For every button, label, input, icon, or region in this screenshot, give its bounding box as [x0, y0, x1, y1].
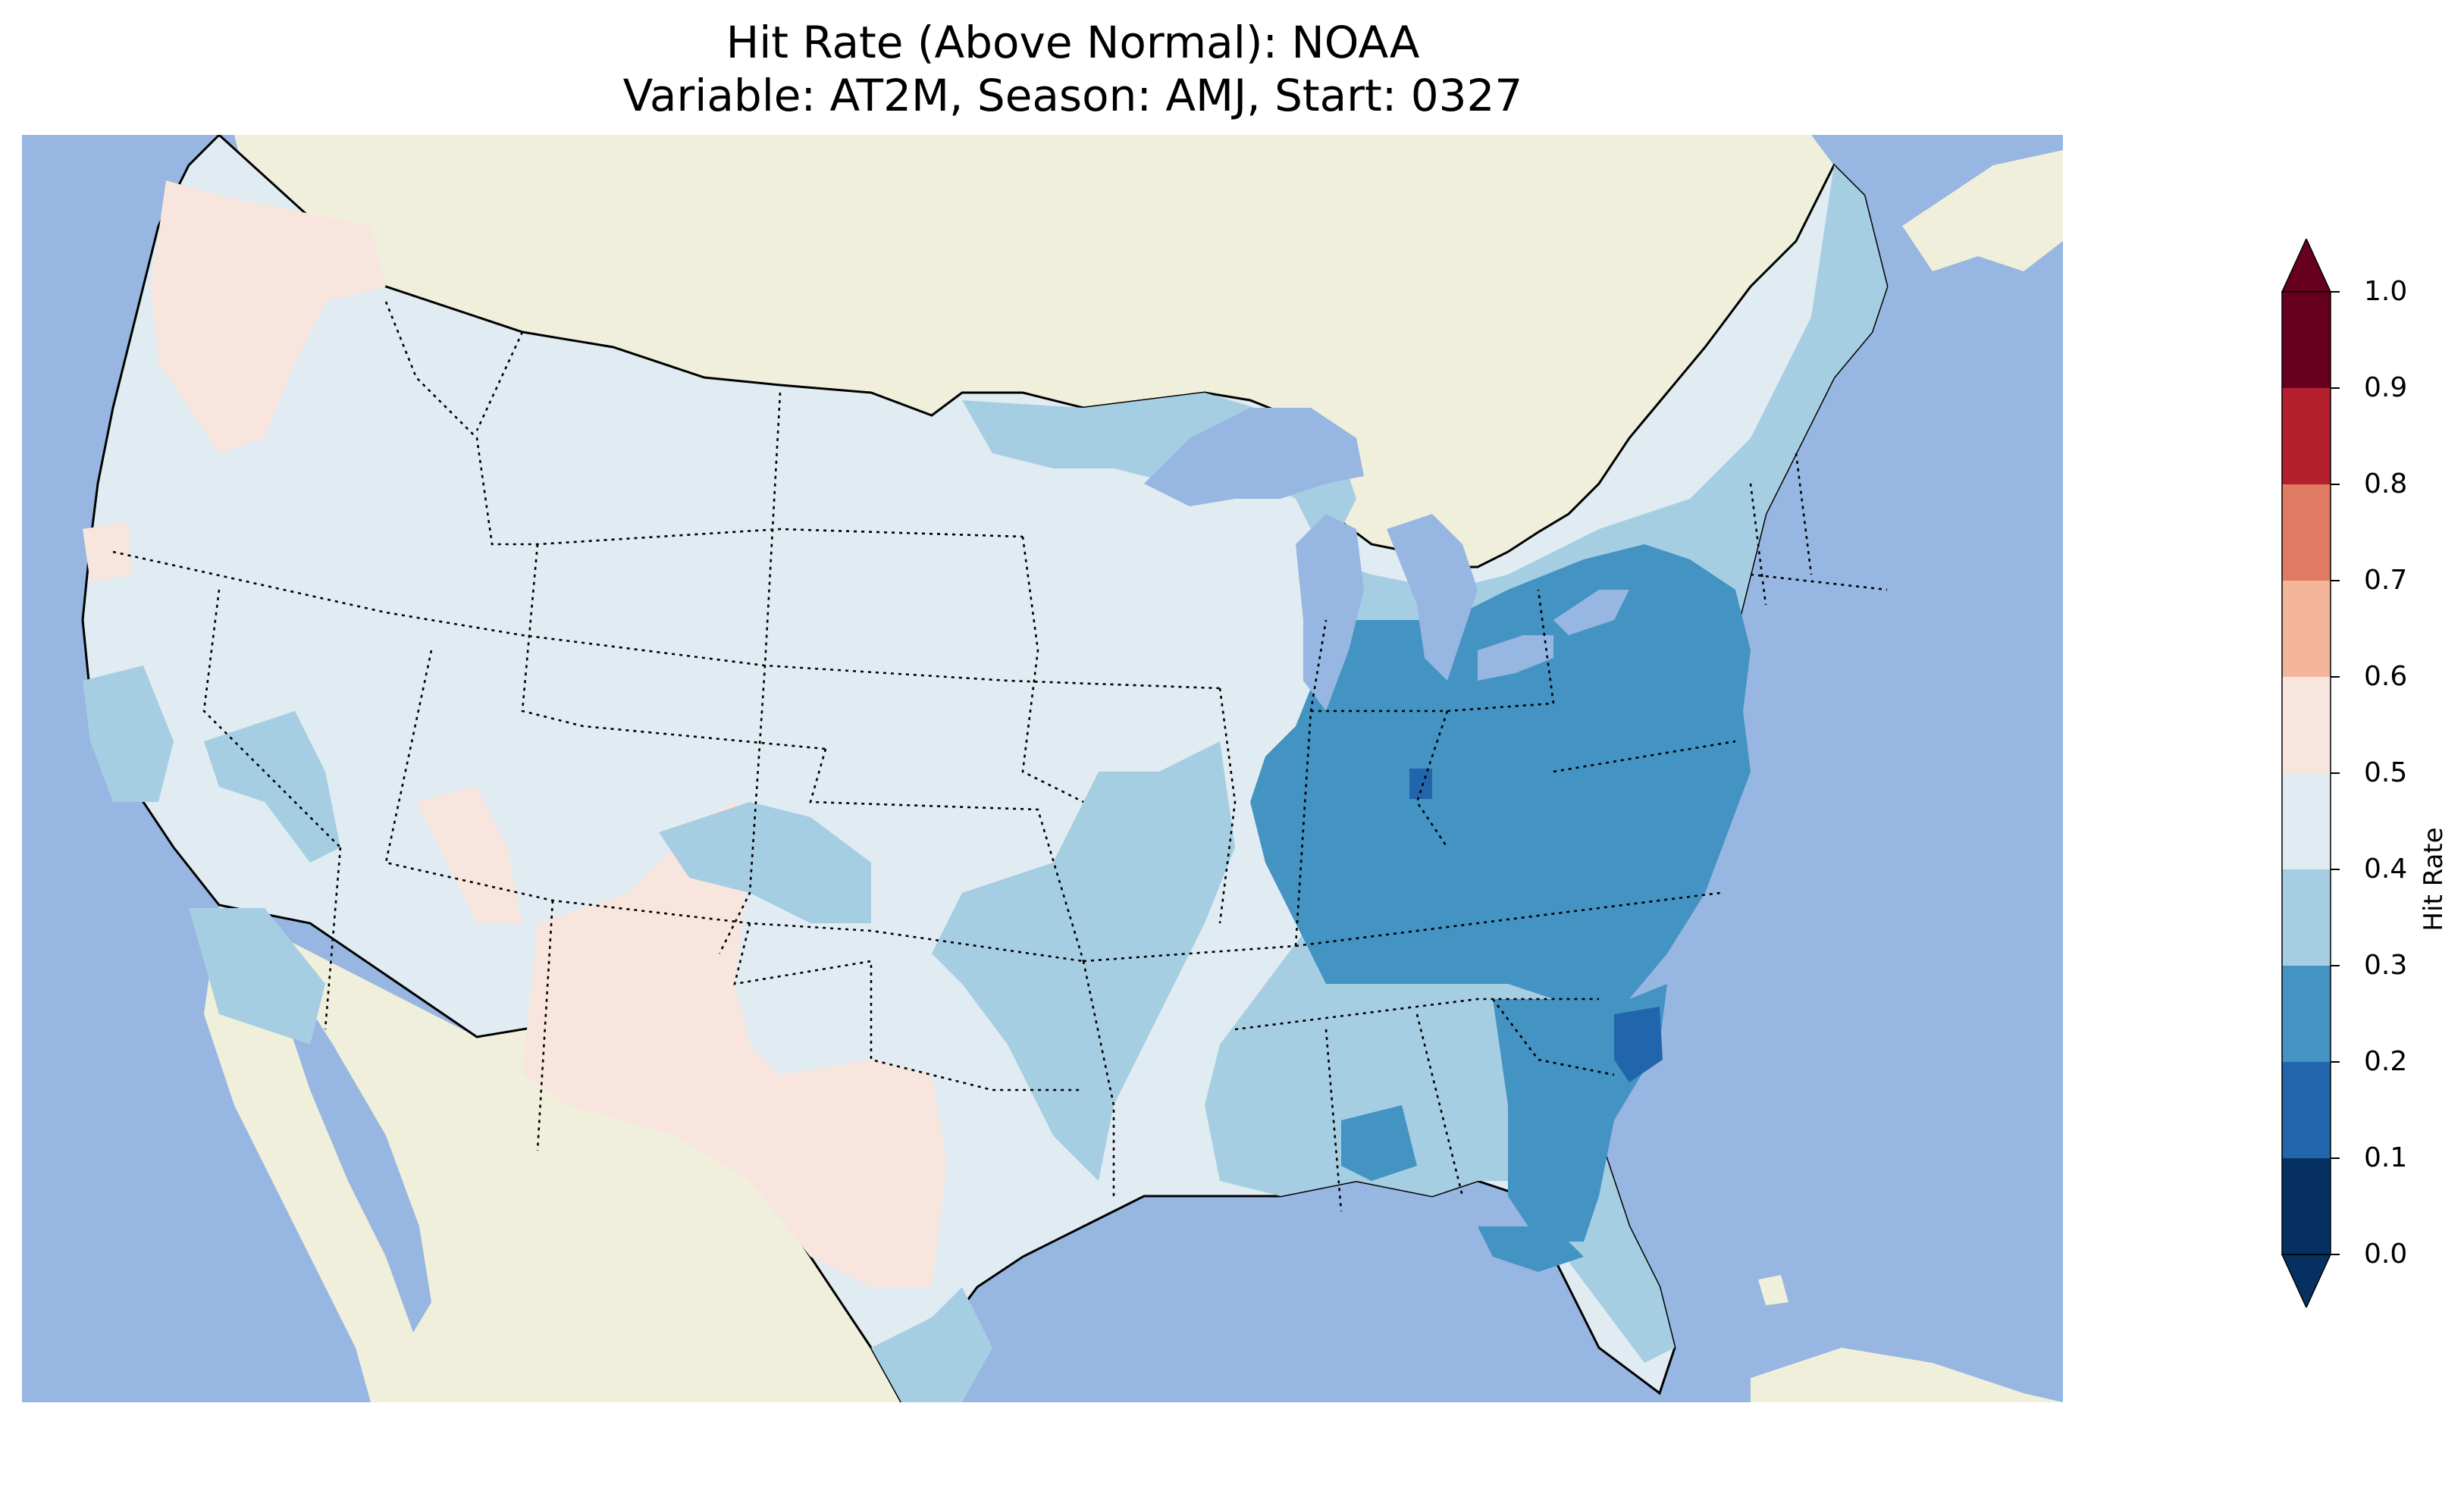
colorbar-tick-label: 0.2: [2364, 1046, 2408, 1077]
region-ohio-valley: [1250, 544, 1751, 999]
colorbar-tick-label: 0.7: [2364, 565, 2408, 596]
colorbar-bin: [2282, 292, 2331, 388]
colorbar-bin: [2282, 1062, 2331, 1158]
region-pnw: [151, 180, 386, 453]
region-indiana-pixel: [1409, 769, 1432, 799]
colorbar-label: Hit Rate: [2419, 827, 2449, 932]
colorbar-tick-label: 0.5: [2364, 757, 2408, 788]
region-or-coast: [83, 521, 131, 582]
colorbar-extend-low: [2281, 1254, 2332, 1308]
colorbar-tick-label: 1.0: [2364, 276, 2408, 307]
colorbar-tick-label: 0.9: [2364, 372, 2408, 403]
colorbar-bin: [2282, 773, 2331, 869]
region-southwest: [522, 802, 947, 1287]
colorbar-bin: [2282, 869, 2331, 966]
region-sc-coast: [1614, 1007, 1663, 1082]
colorbar-bin: [2282, 581, 2331, 677]
gulf-of-california: [280, 961, 431, 1333]
region-ca-coast: [83, 666, 174, 802]
bahamas-land: [1758, 1275, 1788, 1305]
maritimes-land: [1902, 150, 2063, 271]
map-subtitle: Variable: AT2M, Season: AMJ, Start: 0327: [622, 70, 1523, 121]
colorbar-tick-label: 0.3: [2364, 950, 2408, 981]
hit-rate-map: [22, 135, 2063, 1402]
region-alabama: [1341, 1105, 1417, 1181]
region-ut-salmon: [416, 787, 522, 923]
colorbar-bin: [2282, 484, 2331, 581]
colorbar-bin: [2282, 677, 2331, 773]
cuba-land: [1751, 1348, 2063, 1402]
region-texas-coast: [871, 1287, 992, 1402]
region-socal: [189, 908, 325, 1045]
colorbar-bin: [2282, 966, 2331, 1062]
region-fl-panhandle: [1478, 1226, 1584, 1272]
state-borders: [112, 301, 1888, 1212]
colorbar-extend-high: [2281, 239, 2332, 293]
region-co-ks: [659, 802, 871, 923]
region-nevada: [204, 711, 340, 863]
mexico-land: [204, 905, 932, 1402]
colorbar-tick-label: 0.4: [2364, 853, 2408, 885]
colorbar-tick-label: 0.6: [2364, 661, 2408, 692]
colorbar-bin: [2282, 388, 2331, 484]
colorbar-tick-label: 0.0: [2364, 1239, 2408, 1270]
great-lakes: [1144, 408, 1629, 711]
colorbar: [2281, 239, 2340, 1308]
colorbar-tick-label: 0.8: [2364, 468, 2408, 500]
map-title: Hit Rate (Above Normal): NOAA: [726, 17, 1420, 68]
colorbar-tick-label: 0.1: [2364, 1142, 2408, 1173]
canada-land: [234, 135, 1834, 567]
colorbar-bin: [2282, 1158, 2331, 1254]
